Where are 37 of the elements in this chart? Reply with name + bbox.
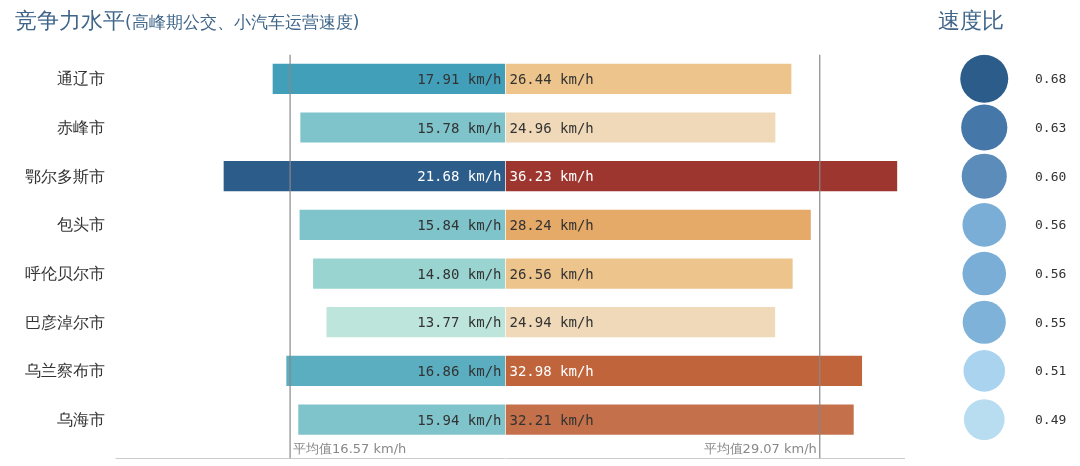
y-tick-label: 包头市: [56, 215, 105, 235]
y-tick-label: 通辽市: [56, 69, 105, 89]
data-label: 26.56 km/h: [509, 265, 594, 282]
data-label: 0.51: [1035, 363, 1067, 379]
y-tick-label: 巴彦淖尔市: [24, 312, 105, 332]
data-label: 15.84 km/h: [417, 216, 502, 233]
y-tick-label: 乌兰察布市: [24, 361, 105, 381]
data-label: 0.49: [1035, 412, 1067, 428]
data-label: 32.21 km/h: [509, 411, 594, 428]
data-label: 0.56: [1035, 266, 1067, 282]
ref-line-label: 平均值16.57 km/h: [293, 440, 407, 456]
chart-title: 竞争力水平: [15, 8, 125, 33]
data-label: 0.68: [1035, 71, 1067, 87]
data-label: 15.78 km/h: [417, 119, 502, 136]
y-tick-label: 鄂尔多斯市: [24, 166, 105, 186]
data-label: 16.86 km/h: [417, 362, 502, 379]
data-label: 36.23 km/h: [509, 168, 594, 185]
text: 速度比: [938, 8, 1004, 33]
data-label: 24.94 km/h: [509, 314, 594, 331]
data-label: 32.98 km/h: [509, 362, 594, 379]
data-label: 24.96 km/h: [509, 119, 594, 136]
data-label: 0.63: [1035, 120, 1067, 136]
data-label: 26.44 km/h: [509, 70, 594, 87]
data-label: 15.94 km/h: [417, 411, 502, 428]
data-label: 0.60: [1035, 168, 1067, 184]
data-label: 0.56: [1035, 217, 1067, 233]
data-label: 17.91 km/h: [417, 70, 502, 87]
data-label: 0.55: [1035, 314, 1067, 330]
y-tick-label: 赤峰市: [56, 118, 105, 138]
y-tick-label: 呼伦贝尔市: [24, 264, 105, 284]
data-label: 14.80 km/h: [417, 265, 502, 282]
ref-line-label: 平均值29.07 km/h: [703, 440, 817, 456]
data-label: 28.24 km/h: [509, 216, 594, 233]
data-label: 21.68 km/h: [417, 168, 502, 185]
chart-subtitle: (高峰期公交、小汽车运营速度): [125, 12, 360, 32]
data-label: 13.77 km/h: [417, 314, 502, 331]
y-tick-label: 乌海市: [56, 410, 105, 430]
